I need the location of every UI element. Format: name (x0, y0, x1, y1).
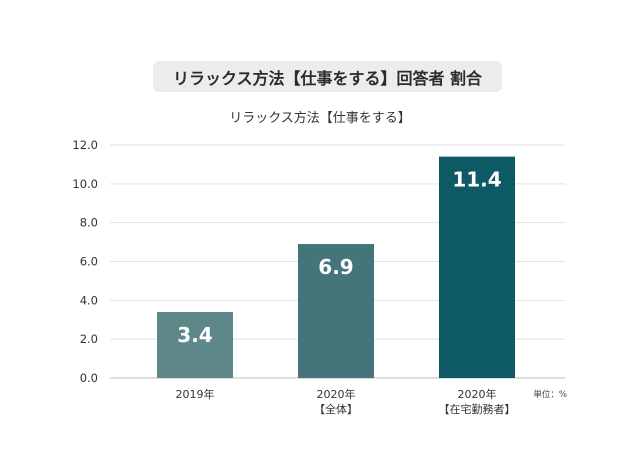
bar (157, 311, 233, 378)
chart-main-title: リラックス方法【仕事をする】回答者 割合 (153, 61, 502, 92)
y-tick-label: 6.0 (80, 255, 98, 269)
y-tick-label: 0.0 (80, 371, 98, 385)
x-tick-label: 2020年 (458, 387, 497, 401)
unit-label: 単位：% (533, 389, 567, 400)
x-tick-label: 2019年 (176, 387, 215, 401)
y-tick-label: 4.0 (80, 293, 98, 307)
data-label: 3.4 (177, 323, 212, 347)
bar (298, 244, 374, 378)
y-tick-label: 12.0 (72, 138, 98, 152)
y-tick-label: 8.0 (80, 216, 98, 230)
data-label: 6.9 (318, 255, 353, 279)
x-tick-label: 【全体】 (314, 402, 358, 416)
x-tick-label: 【在宅勤務者】 (439, 402, 516, 416)
y-tick-label: 10.0 (72, 177, 98, 191)
x-tick-label: 2020年 (317, 387, 356, 401)
bar (439, 156, 515, 378)
data-label: 11.4 (452, 168, 501, 192)
y-tick-label: 2.0 (80, 332, 98, 346)
chart-title: リラックス方法【仕事をする】 (229, 111, 411, 126)
